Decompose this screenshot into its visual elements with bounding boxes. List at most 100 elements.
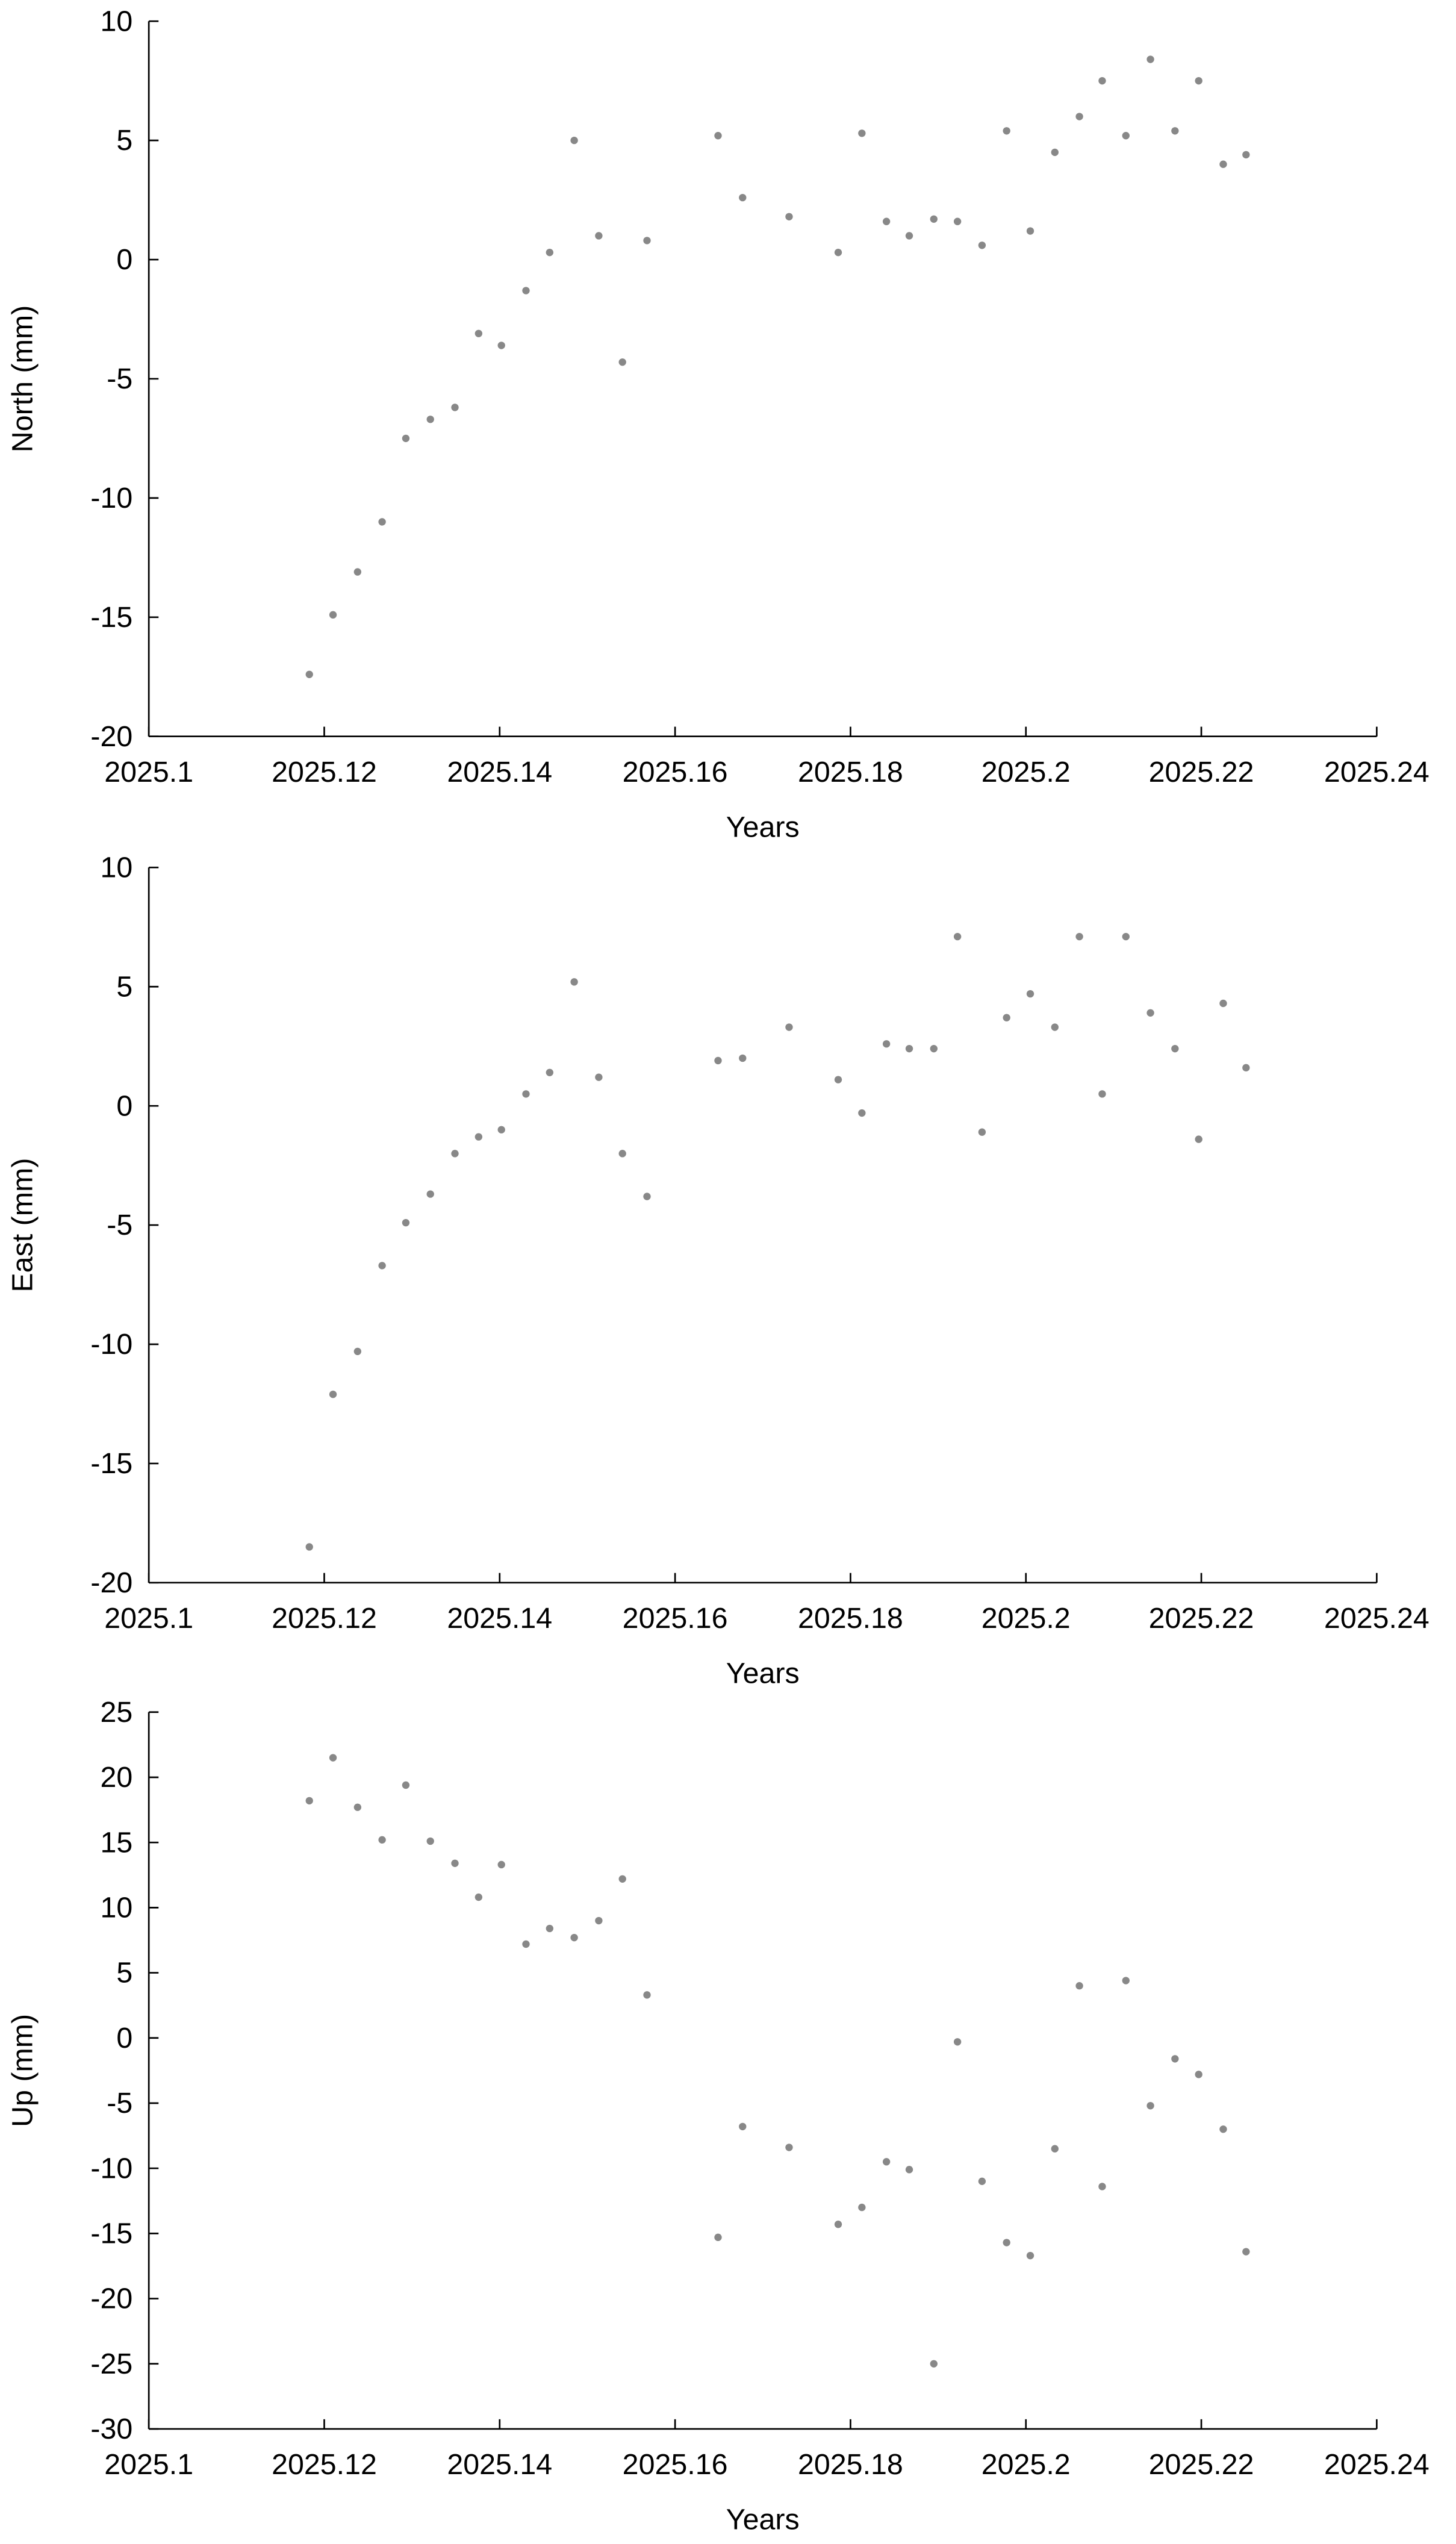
x-tick-label: 2025.1 [104, 756, 193, 788]
data-point [785, 213, 793, 220]
data-point [905, 2166, 913, 2174]
y-tick-label: -30 [90, 2413, 132, 2445]
data-point [353, 1347, 362, 1356]
data-point [1219, 160, 1227, 168]
data-point [834, 248, 842, 257]
data-point [329, 1754, 337, 1762]
data-point [546, 1924, 553, 1933]
data-point [595, 1073, 603, 1081]
chart-panel: -20 -15 -10 -5 0 5 10 2025.1 2025.12 2025.14 2025.… [7, 851, 1430, 1689]
x-tick-label: 2025.12 [272, 756, 377, 788]
data-point [305, 670, 313, 678]
x-tick-label: 2025.18 [798, 1602, 903, 1635]
y-tick-label: -25 [90, 2348, 132, 2380]
data-point [1242, 1064, 1250, 1072]
y-tick-label: -5 [107, 1209, 132, 1241]
data-point [714, 132, 722, 140]
data-point [978, 242, 986, 249]
data-point [1026, 227, 1034, 235]
data-point [739, 193, 747, 202]
x-tick-label: 2025.12 [272, 1602, 377, 1635]
data-point [497, 341, 505, 349]
data-point [643, 1991, 651, 1999]
data-point [1003, 1014, 1010, 1021]
y-tick-label: 20 [101, 1761, 133, 1794]
data-point [1098, 2183, 1106, 2190]
data-point [497, 1860, 505, 1869]
data-point [1195, 1135, 1202, 1143]
x-axis-label: Years [726, 811, 800, 843]
data-point [402, 434, 410, 443]
y-tick-label: 10 [101, 1891, 133, 1924]
data-point [618, 358, 626, 366]
x-tick-label: 2025.2 [982, 1602, 1071, 1635]
data-point [834, 2221, 842, 2228]
data-point [785, 1023, 793, 1031]
data-point [858, 1109, 866, 1117]
x-tick-label: 2025.18 [798, 756, 903, 788]
data-point [1242, 151, 1250, 159]
y-tick-label: -5 [107, 363, 132, 395]
data-point [305, 1543, 313, 1551]
data-point [930, 2360, 938, 2368]
x-tick-label: 2025.22 [1149, 756, 1254, 788]
data-point [451, 404, 459, 411]
data-point [522, 287, 530, 295]
data-point [353, 1803, 362, 1811]
x-axis-label: Years [726, 1657, 800, 1689]
x-tick-label: 2025.14 [447, 756, 552, 788]
x-tick-label: 2025.1 [104, 2448, 193, 2481]
y-tick-label: 0 [116, 2022, 132, 2054]
x-tick-label: 2025.14 [447, 2448, 552, 2481]
data-point [905, 232, 913, 240]
data-point [714, 1056, 722, 1065]
data-point [1003, 2239, 1010, 2246]
y-tick-label: 10 [101, 5, 133, 37]
data-point [1171, 1044, 1179, 1053]
y-tick-label: -15 [90, 601, 132, 634]
x-tick-label: 2025.16 [623, 756, 728, 788]
data-point [1122, 132, 1130, 140]
y-tick-label: -5 [107, 2087, 132, 2119]
data-point [858, 129, 866, 137]
x-tick-label: 2025.12 [272, 2448, 377, 2481]
data-point [978, 1128, 986, 1136]
data-point [1219, 999, 1227, 1008]
y-tick-label: 0 [116, 1090, 132, 1122]
y-tick-label: -15 [90, 2217, 132, 2249]
data-point [1195, 2071, 1202, 2078]
data-point [1146, 1009, 1154, 1017]
data-point [570, 1933, 578, 1942]
data-point [953, 2038, 962, 2046]
data-point [378, 518, 386, 526]
data-point [546, 248, 553, 257]
data-point [905, 1044, 913, 1053]
y-tick-label: 15 [101, 1826, 133, 1859]
x-tick-label: 2025.24 [1324, 2448, 1430, 2481]
x-tick-label: 2025.16 [623, 1602, 728, 1635]
data-point [546, 1068, 553, 1076]
y-axis-label: North (mm) [7, 305, 39, 452]
data-point [739, 2122, 747, 2131]
data-point [305, 1797, 313, 1805]
y-tick-label: 10 [101, 851, 133, 884]
chart-panel: -30 -25 -20 -15 -10 -5 0 5 10 15 20 25 2025.1 2025.12… [7, 1696, 1430, 2536]
data-point [426, 1837, 434, 1845]
y-tick-label: -15 [90, 1447, 132, 1480]
data-point [595, 1916, 603, 1925]
data-point [643, 1192, 651, 1200]
data-point [1122, 1977, 1130, 1984]
data-point [1075, 1982, 1083, 1990]
y-tick-label: -10 [90, 1328, 132, 1361]
data-point [1195, 76, 1202, 85]
y-tick-label: -20 [90, 2283, 132, 2315]
chart-panel: -20 -15 -10 -5 0 5 10 2025.1 2025.12 2025.14 2025.… [7, 5, 1430, 843]
data-point [882, 2158, 891, 2166]
data-point [1075, 113, 1083, 120]
data-point [570, 136, 578, 145]
y-tick-label: -10 [90, 2152, 132, 2184]
data-point [618, 1875, 626, 1883]
data-point [402, 1781, 410, 1789]
data-point [1051, 148, 1059, 157]
data-point [329, 1390, 337, 1398]
